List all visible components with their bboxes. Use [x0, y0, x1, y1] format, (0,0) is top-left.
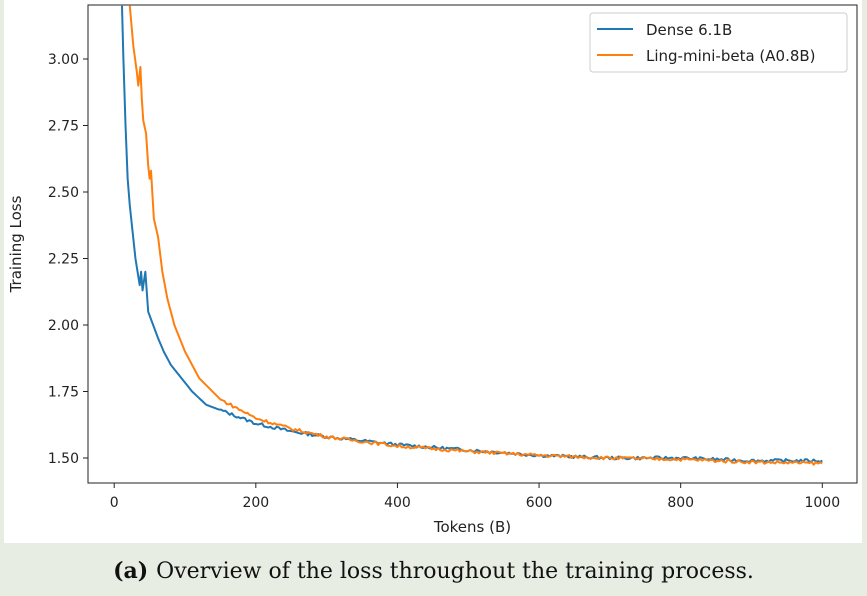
x-tick-label: 0 — [110, 495, 119, 511]
legend-label: Dense 6.1B — [646, 21, 732, 39]
series-line-1 — [128, 5, 823, 466]
figure-caption: (a) Overview of the loss throughout the t… — [0, 558, 867, 584]
y-tick-label: 2.25 — [48, 251, 79, 267]
y-tick-label: 1.75 — [48, 384, 79, 400]
y-tick-label: 1.50 — [48, 451, 79, 467]
legend-box — [589, 12, 848, 73]
x-tick-label: 200 — [242, 495, 269, 511]
x-axis-label: Tokens (B) — [433, 518, 511, 536]
caption-text: Overview of the loss throughout the trai… — [156, 559, 754, 584]
series-line-0 — [120, 5, 823, 464]
plot-frame — [87, 4, 858, 484]
y-axis-label: Training Loss — [7, 195, 25, 293]
x-tick-label: 400 — [384, 495, 411, 511]
chart-panel: 0 200 400 600 800 1000 1.50 1.75 2.00 2.25 2.50 2.7… — [4, 0, 862, 543]
y-tick-label: 2.00 — [48, 318, 79, 334]
y-tick-label: 3.00 — [48, 52, 79, 68]
legend: Dense 6.1B Ling-mini-beta (A0.8B) — [589, 12, 848, 73]
loss-chart: 0 200 400 600 800 1000 1.50 1.75 2.00 2.25 2.50 2.7… — [7, 4, 858, 536]
x-tick-label: 800 — [667, 495, 694, 511]
caption-label: (a) — [113, 558, 149, 584]
y-tick-label: 2.75 — [48, 118, 79, 134]
legend-label: Ling-mini-beta (A0.8B) — [646, 47, 816, 65]
y-tick-label: 2.50 — [48, 185, 79, 201]
x-tick-label: 1000 — [804, 495, 840, 511]
x-tick-label: 600 — [526, 495, 553, 511]
